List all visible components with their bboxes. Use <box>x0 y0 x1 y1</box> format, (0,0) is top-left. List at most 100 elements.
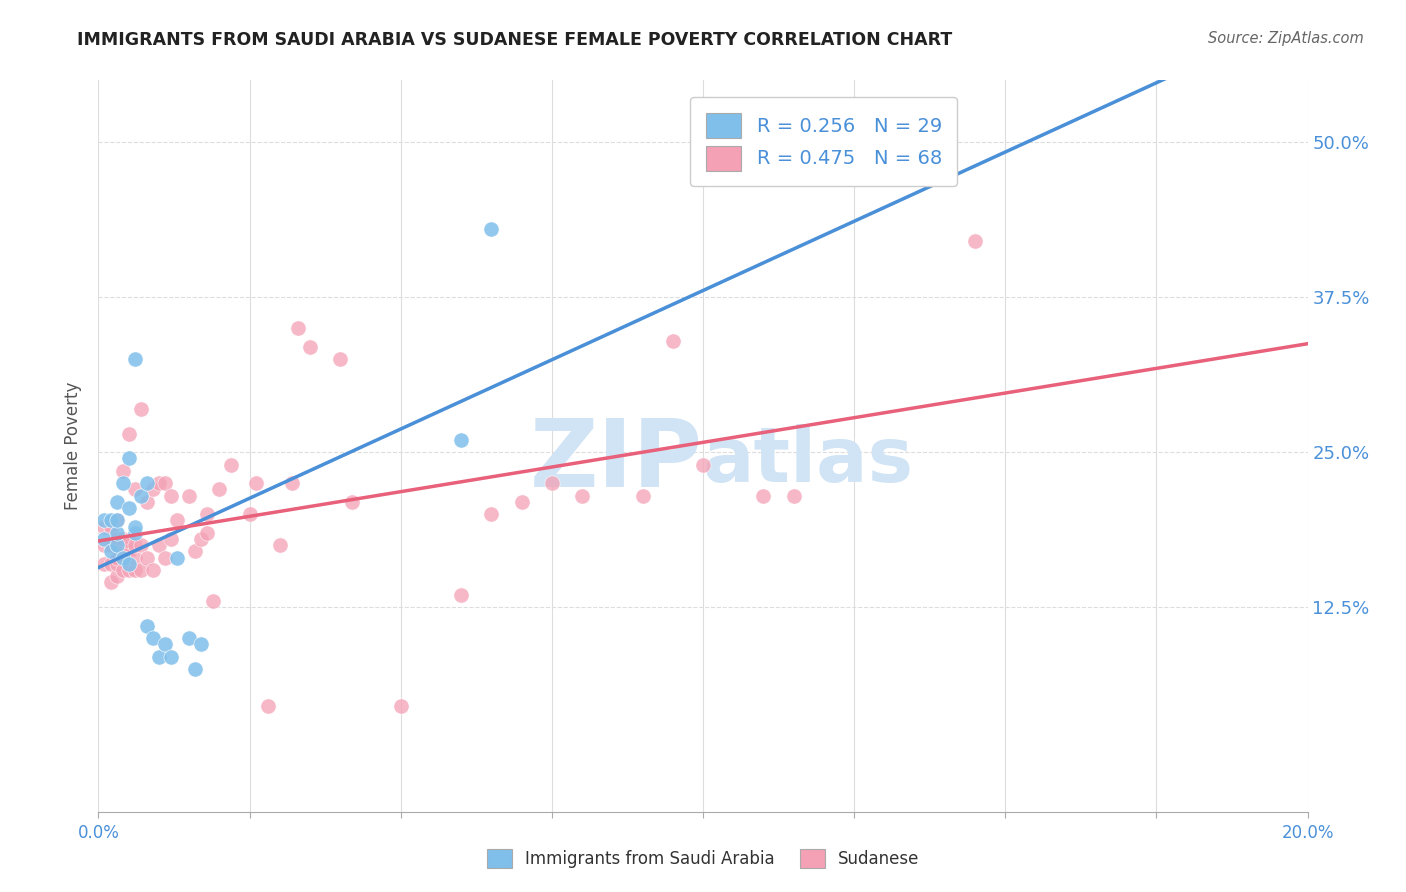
Point <box>111 532 134 546</box>
Legend: R = 0.256   N = 29, R = 0.475   N = 68: R = 0.256 N = 29, R = 0.475 N = 68 <box>690 97 957 186</box>
Point <box>111 544 134 558</box>
Point <box>190 637 212 651</box>
Point <box>124 352 146 367</box>
Point <box>105 538 128 552</box>
Point <box>245 476 267 491</box>
Point <box>208 483 231 497</box>
Point <box>153 476 176 491</box>
Point <box>100 575 122 590</box>
Point <box>105 495 128 509</box>
Point <box>631 489 654 503</box>
Point <box>148 538 170 552</box>
Point <box>105 513 128 527</box>
Point <box>190 532 212 546</box>
Point <box>481 222 503 236</box>
Point <box>281 476 304 491</box>
Point <box>450 588 472 602</box>
Point <box>166 550 188 565</box>
Point <box>118 426 141 441</box>
Point <box>124 483 146 497</box>
Point <box>179 489 201 503</box>
Point <box>166 513 188 527</box>
Point <box>148 476 170 491</box>
Point <box>93 513 115 527</box>
Point <box>256 699 278 714</box>
Point <box>692 458 714 472</box>
Point <box>142 563 165 577</box>
Point <box>124 563 146 577</box>
Point <box>299 340 322 354</box>
Legend: Immigrants from Saudi Arabia, Sudanese: Immigrants from Saudi Arabia, Sudanese <box>479 842 927 875</box>
Point <box>195 507 218 521</box>
Point <box>661 334 683 348</box>
Point <box>118 557 141 571</box>
Point <box>135 550 157 565</box>
Text: IMMIGRANTS FROM SAUDI ARABIA VS SUDANESE FEMALE POVERTY CORRELATION CHART: IMMIGRANTS FROM SAUDI ARABIA VS SUDANESE… <box>77 31 953 49</box>
Point <box>184 662 207 676</box>
Point <box>129 401 152 416</box>
Point <box>111 563 134 577</box>
Point <box>202 594 225 608</box>
Point <box>93 538 115 552</box>
Point <box>111 476 134 491</box>
Point <box>195 525 218 540</box>
Point <box>160 489 183 503</box>
Point <box>160 649 183 664</box>
Point <box>752 489 775 503</box>
Point <box>148 649 170 664</box>
Point <box>783 489 806 503</box>
Point <box>105 532 128 546</box>
Point <box>118 563 141 577</box>
Point <box>105 538 128 552</box>
Point <box>100 519 122 533</box>
Point <box>118 451 141 466</box>
Point <box>239 507 262 521</box>
Point <box>118 500 141 515</box>
Text: atlas: atlas <box>703 424 914 498</box>
Point <box>111 550 134 565</box>
Point <box>287 321 309 335</box>
Point <box>129 489 152 503</box>
Point <box>100 544 122 558</box>
Text: ZIP: ZIP <box>530 415 703 507</box>
Point <box>142 483 165 497</box>
Point <box>105 513 128 527</box>
Point <box>124 525 146 540</box>
Point <box>105 525 128 540</box>
Point <box>510 495 533 509</box>
Point <box>269 538 291 552</box>
Point <box>118 544 141 558</box>
Point <box>142 631 165 645</box>
Point <box>135 495 157 509</box>
Point <box>965 235 987 249</box>
Point <box>93 557 115 571</box>
Point <box>153 637 176 651</box>
Point <box>118 534 141 549</box>
Point <box>129 563 152 577</box>
Point <box>129 538 152 552</box>
Point <box>105 550 128 565</box>
Point <box>221 458 243 472</box>
Point <box>135 619 157 633</box>
Point <box>111 464 134 478</box>
Point <box>571 489 593 503</box>
Y-axis label: Female Poverty: Female Poverty <box>65 382 83 510</box>
Point <box>184 544 207 558</box>
Point <box>93 519 115 533</box>
Point <box>329 352 352 367</box>
Point <box>93 532 115 546</box>
Point <box>481 507 503 521</box>
Point <box>153 550 176 565</box>
Point <box>135 476 157 491</box>
Point <box>100 557 122 571</box>
Point <box>124 519 146 533</box>
Point <box>540 476 562 491</box>
Point <box>100 513 122 527</box>
Point <box>179 631 201 645</box>
Point <box>124 538 146 552</box>
Point <box>160 532 183 546</box>
Point <box>450 433 472 447</box>
Text: Source: ZipAtlas.com: Source: ZipAtlas.com <box>1208 31 1364 46</box>
Point <box>389 699 412 714</box>
Point <box>342 495 364 509</box>
